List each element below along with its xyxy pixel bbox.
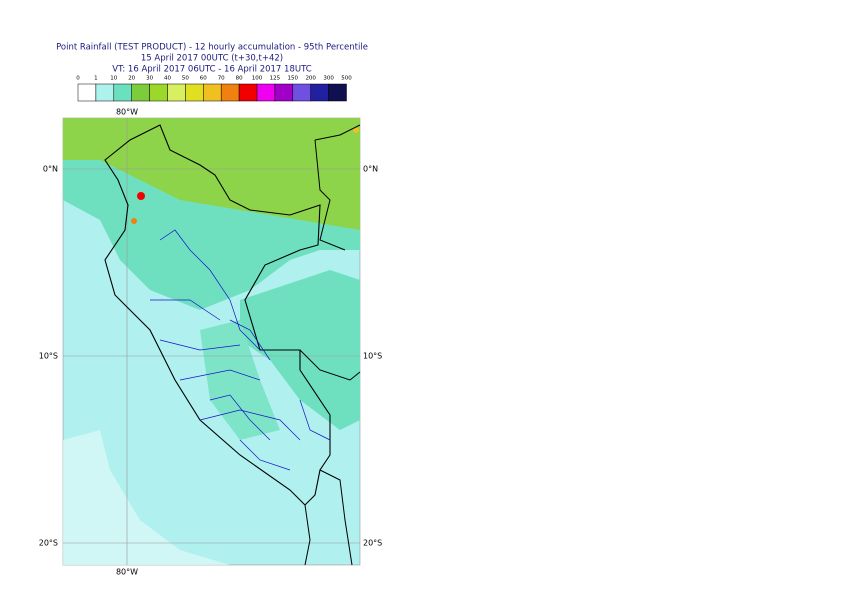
map: [62, 117, 361, 566]
colorbar-swatch: [310, 83, 329, 102]
colorbar-swatch: [238, 83, 258, 102]
colorbar-swatch: [203, 83, 222, 102]
colorbar-swatch: [95, 83, 115, 102]
colorbar-label: 50: [182, 76, 189, 82]
lon-label: 80°W: [116, 568, 138, 577]
colorbar-label: 300: [323, 76, 334, 82]
colorbar-label: 200: [305, 76, 316, 82]
colorbar-swatch: [185, 83, 204, 102]
colorbar-label: 80: [236, 76, 243, 82]
colorbar-label: 70: [218, 76, 225, 82]
lat-label: 20°S: [39, 539, 58, 548]
lat-label: 10°S: [39, 352, 58, 361]
colorbar-label: 0: [76, 76, 80, 82]
colorbar-label: 10: [110, 76, 117, 82]
colorbar-label: 1: [94, 76, 98, 82]
colorbar-label: 150: [288, 76, 299, 82]
lat-label: 0°N: [43, 165, 58, 174]
colorbar-swatch: [292, 83, 311, 102]
colorbar: 0 1 10 20 30 40 50 60 70 80 100 125 150 200 300 500: [76, 76, 352, 102]
colorbar-swatch: [220, 83, 240, 102]
colorbar-swatch: [77, 83, 97, 102]
lat-label: 20°S: [363, 539, 382, 548]
colorbar-swatch: [256, 83, 276, 102]
lat-label: 0°N: [363, 165, 378, 174]
colorbar-swatch: [131, 83, 150, 102]
colorbar-label: 100: [252, 76, 263, 82]
colorbar-swatch: [167, 83, 186, 102]
colorbar-swatch: [113, 83, 132, 102]
subtitle: 15 April 2017 00UTC (t+30,t+42): [141, 54, 283, 64]
colorbar-swatch: [274, 83, 294, 102]
colorbar-label: 60: [200, 76, 207, 82]
lat-label: 10°S: [363, 352, 382, 361]
colorbar-swatch: [328, 83, 347, 102]
title: Point Rainfall (TEST PRODUCT) - 12 hourl…: [56, 43, 368, 53]
colorbar-label: 125: [270, 76, 281, 82]
subtitle: VT: 16 April 2017 06UTC - 16 April 2017 …: [112, 65, 311, 75]
lon-label: 80°W: [116, 108, 138, 117]
colorbar-label: 30: [146, 76, 153, 82]
colorbar-label: 40: [164, 76, 171, 82]
colorbar-label: 500: [341, 76, 352, 82]
map-labels: 80°W 80°W 0°N 0°N 10°S 10°S 20°S 20°S: [39, 108, 383, 577]
colorbar-label: 20: [128, 76, 135, 82]
colorbar-swatch: [149, 83, 168, 102]
